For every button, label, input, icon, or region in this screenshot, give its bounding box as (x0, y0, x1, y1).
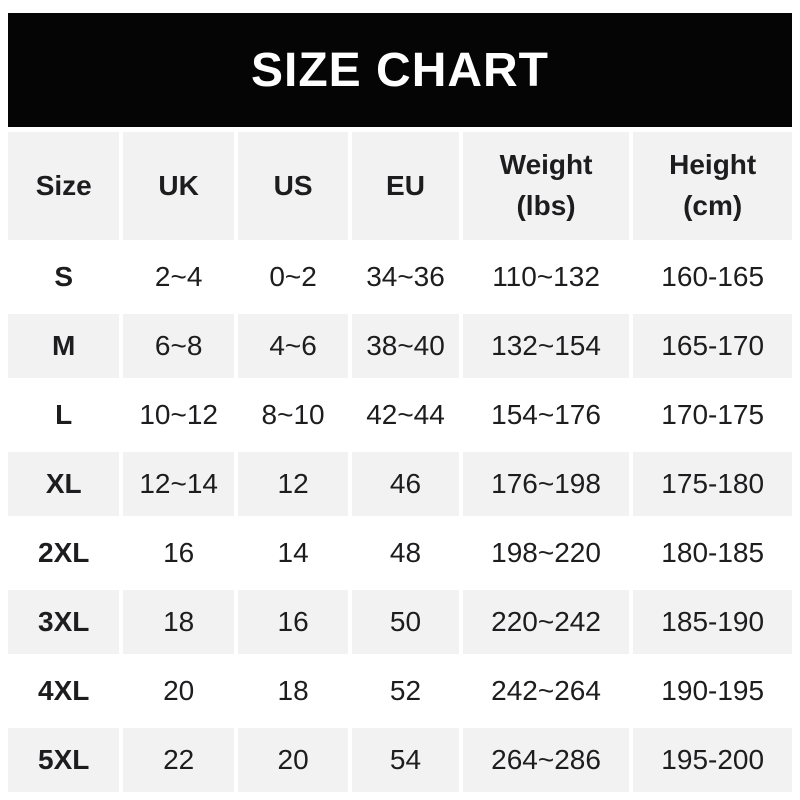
data-cell: 16 (123, 521, 234, 585)
column-header-label: US (273, 169, 313, 201)
data-cell: 220~242 (462, 590, 630, 654)
data-cell: 34~36 (352, 245, 459, 309)
size-cell: M (8, 314, 120, 378)
column-header-label: Weight (499, 149, 593, 181)
data-cell: 154~176 (462, 383, 630, 447)
data-cell: 42~44 (352, 383, 459, 447)
data-cell: 16 (237, 590, 349, 654)
column-header-uk: UK (123, 132, 234, 240)
data-cell: 48 (352, 521, 459, 585)
size-cell: 2XL (8, 521, 120, 585)
data-cell: 52 (352, 659, 459, 723)
column-header-label: UK (158, 169, 199, 201)
data-cell: 2~4 (123, 245, 234, 309)
data-cell: 20 (123, 659, 234, 723)
data-cell: 50 (352, 590, 459, 654)
size-chart-table: Size UK US EU Weight (lbs) Height (cm) S 2~4 0~2 34… (8, 132, 792, 792)
column-header-label: EU (386, 169, 425, 201)
data-cell: 8~10 (237, 383, 349, 447)
column-header-us: US (237, 132, 349, 240)
data-cell: 22 (123, 728, 234, 792)
data-cell: 264~286 (462, 728, 630, 792)
column-header-height: Height (cm) (633, 132, 792, 240)
data-cell: 14 (237, 521, 349, 585)
column-header-label: Size (35, 169, 92, 201)
data-cell: 38~40 (352, 314, 459, 378)
data-cell: 165-170 (633, 314, 792, 378)
column-header-eu: EU (352, 132, 459, 240)
size-cell: XL (8, 452, 120, 516)
data-cell: 18 (123, 590, 234, 654)
data-cell: 190-195 (633, 659, 792, 723)
data-cell: 195-200 (633, 728, 792, 792)
data-cell: 170-175 (633, 383, 792, 447)
size-cell: 3XL (8, 590, 120, 654)
title-banner: SIZE CHART (8, 13, 792, 127)
data-cell: 20 (237, 728, 349, 792)
data-cell: 132~154 (462, 314, 630, 378)
data-cell: 160-165 (633, 245, 792, 309)
column-header-label: (lbs) (516, 190, 576, 221)
data-cell: 12 (237, 452, 349, 516)
data-cell: 175-180 (633, 452, 792, 516)
size-cell: 5XL (8, 728, 120, 792)
data-cell: 10~12 (123, 383, 234, 447)
size-cell: S (8, 245, 120, 309)
data-cell: 242~264 (462, 659, 630, 723)
size-cell: 4XL (8, 659, 120, 723)
column-header-label: (cm) (683, 190, 743, 221)
data-cell: 6~8 (123, 314, 234, 378)
column-header-label: Height (669, 149, 757, 181)
data-cell: 4~6 (237, 314, 349, 378)
data-cell: 110~132 (462, 245, 630, 309)
data-cell: 18 (237, 659, 349, 723)
data-cell: 46 (352, 452, 459, 516)
data-cell: 176~198 (462, 452, 630, 516)
data-cell: 180-185 (633, 521, 792, 585)
column-header-size: Size (8, 132, 120, 240)
size-cell: L (8, 383, 120, 447)
data-cell: 185-190 (633, 590, 792, 654)
data-cell: 54 (352, 728, 459, 792)
data-cell: 0~2 (237, 245, 349, 309)
page-title: SIZE CHART (251, 43, 549, 97)
data-cell: 12~14 (123, 452, 234, 516)
column-header-weight: Weight (lbs) (462, 132, 630, 240)
data-cell: 198~220 (462, 521, 630, 585)
